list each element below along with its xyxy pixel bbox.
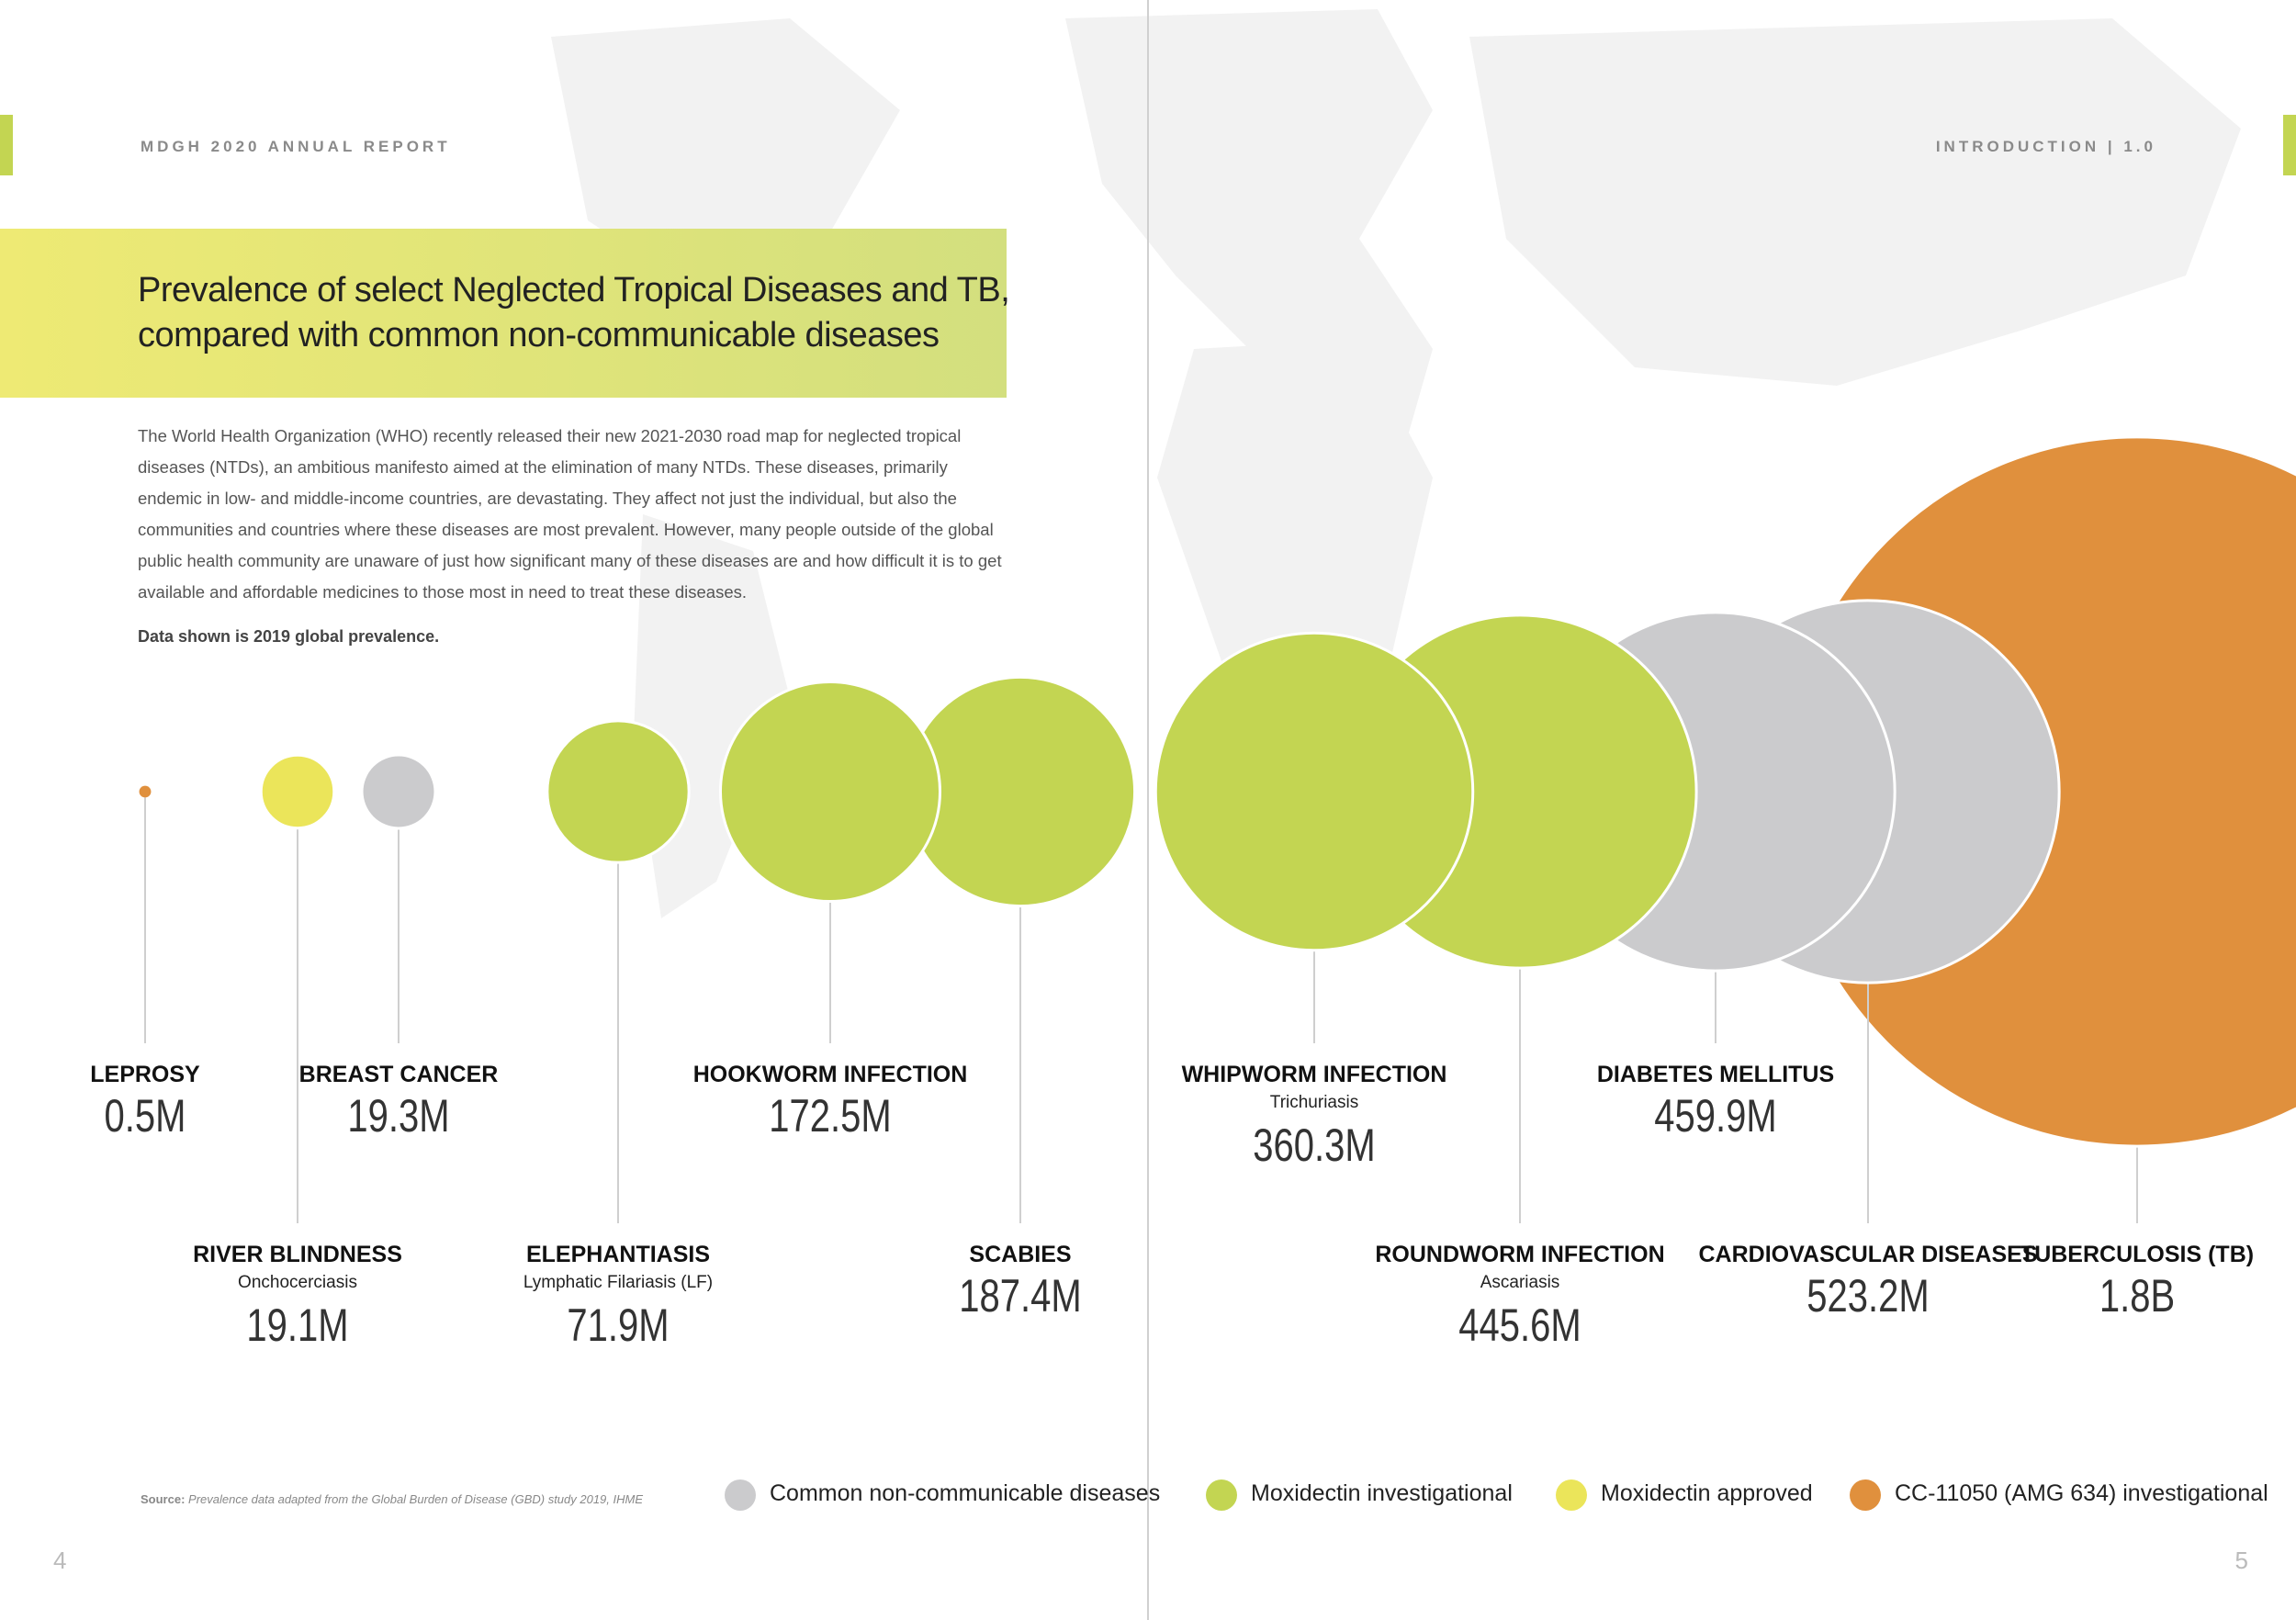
- legend-label: CC-11050 (AMG 634) investigational: [1895, 1480, 2268, 1506]
- disease-subtitle: Lymphatic Filariasis (LF): [523, 1273, 714, 1292]
- disease-value: 172.5M: [769, 1090, 892, 1142]
- legend-swatch: [1850, 1479, 1881, 1511]
- disease-subtitle: Ascariasis: [1480, 1273, 1560, 1292]
- intro-paragraph: The World Health Organization (WHO) rece…: [138, 426, 1002, 602]
- legend-label: Moxidectin investigational: [1251, 1480, 1513, 1506]
- disease-name: WHIPWORM INFECTION: [1181, 1062, 1447, 1087]
- disease-value: 0.5M: [104, 1090, 186, 1142]
- title-line: Prevalence of select Neglected Tropical …: [138, 271, 1010, 309]
- disease-value: 445.6M: [1458, 1299, 1581, 1351]
- legend-label: Moxidectin approved: [1601, 1480, 1813, 1506]
- disease-name: BREAST CANCER: [298, 1062, 499, 1087]
- source-text: Prevalence data adapted from the Global …: [188, 1492, 644, 1506]
- bubble: [259, 753, 336, 830]
- disease-name: DIABETES MELLITUS: [1596, 1062, 1835, 1087]
- page-number: 4: [53, 1547, 67, 1574]
- title-line: compared with common non-communicable di…: [138, 316, 940, 354]
- disease-name: SCABIES: [969, 1242, 1072, 1267]
- disease-value: 19.1M: [246, 1299, 349, 1351]
- page-number: 5: [2234, 1547, 2248, 1574]
- legend-swatch: [725, 1479, 756, 1511]
- tab-left: [0, 115, 13, 175]
- bubble: [546, 719, 691, 864]
- disease-name: CARDIOVASCULAR DISEASES: [1698, 1242, 2038, 1267]
- disease-value: 71.9M: [567, 1299, 670, 1351]
- disease-name: ELEPHANTIASIS: [525, 1242, 711, 1267]
- header-left: MDGH 2020 ANNUAL REPORT: [141, 138, 451, 155]
- bubble: [718, 680, 942, 904]
- title-box: [0, 229, 1007, 398]
- map-background: [551, 9, 2241, 918]
- legend-swatch: [1556, 1479, 1587, 1511]
- disease-name: HOOKWORM INFECTION: [692, 1062, 968, 1087]
- disease-value: 1.8B: [2099, 1270, 2176, 1322]
- disease-subtitle: Onchocerciasis: [238, 1273, 357, 1292]
- disease-name: TUBERCULOSIS (TB): [2020, 1242, 2255, 1267]
- disease-value: 19.3M: [347, 1090, 450, 1142]
- source-label: Source:: [141, 1492, 186, 1506]
- legend-label: Common non-communicable diseases: [770, 1480, 1161, 1506]
- disease-value: 459.9M: [1654, 1090, 1777, 1142]
- disease-name: RIVER BLINDNESS: [193, 1242, 402, 1267]
- source: Source: Prevalence data adapted from the…: [141, 1492, 643, 1506]
- bubble: [1154, 631, 1475, 952]
- legend-swatch: [1206, 1479, 1237, 1511]
- disease-name: ROUNDWORM INFECTION: [1375, 1242, 1665, 1267]
- bubble: [139, 785, 152, 798]
- disease-subtitle: Trichuriasis: [1269, 1093, 1359, 1112]
- disease-value: 360.3M: [1253, 1119, 1376, 1171]
- note: Data shown is 2019 global prevalence.: [138, 627, 440, 646]
- disease-value: 523.2M: [1806, 1270, 1930, 1322]
- header-right: INTRODUCTION | 1.0: [1935, 138, 2156, 155]
- bubble: [360, 753, 437, 830]
- disease-value: 187.4M: [959, 1270, 1082, 1322]
- disease-name: LEPROSY: [90, 1062, 200, 1087]
- tab-right: [2283, 115, 2296, 175]
